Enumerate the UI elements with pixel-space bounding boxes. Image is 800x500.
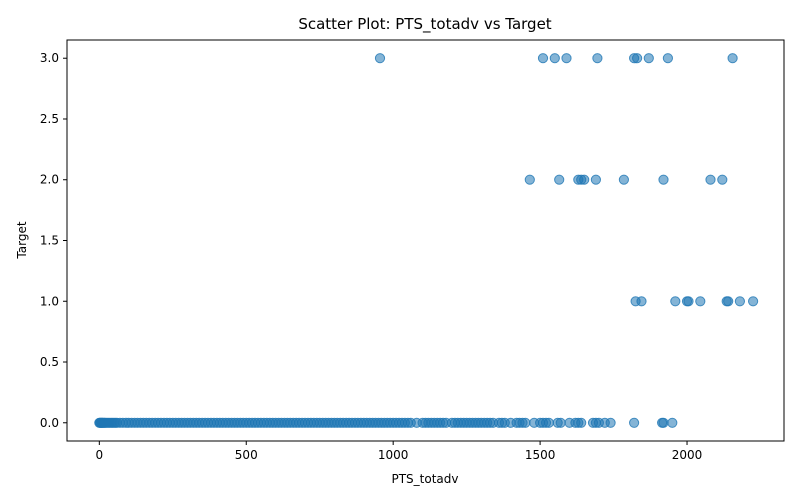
scatter-point <box>618 174 630 185</box>
scatter-point <box>524 174 535 185</box>
x-tick-label: 1000 <box>378 448 409 462</box>
scatter-point <box>605 417 616 428</box>
chart-title: Scatter Plot: PTS_totadv vs Target <box>298 15 551 34</box>
y-tick-label: 0.0 <box>40 416 59 430</box>
scatter-point <box>670 296 681 307</box>
scatter-point <box>695 296 706 307</box>
x-axis-ticks: 0 500 1000 1500 2000 <box>96 441 703 462</box>
x-tick-label: 500 <box>235 448 258 462</box>
scatter-point <box>727 53 738 64</box>
scatter-point <box>632 53 643 64</box>
scatter-point <box>629 417 640 428</box>
scatter-point <box>636 296 647 307</box>
scatter-point <box>658 174 669 185</box>
x-tick-label: 0 <box>96 448 104 462</box>
scatter-point <box>723 296 734 307</box>
x-tick-label: 1500 <box>525 448 556 462</box>
y-tick-label: 2.0 <box>40 173 59 187</box>
scatter-point <box>555 417 566 428</box>
scatter-point <box>549 53 560 64</box>
scatter-point <box>520 417 531 428</box>
scatter-point <box>643 53 654 64</box>
y-axis-label: Target <box>15 221 29 259</box>
scatter-point <box>374 53 386 64</box>
scatter-point <box>579 174 590 185</box>
y-tick-label: 1.0 <box>40 294 59 308</box>
plot-frame <box>66 39 785 442</box>
scatter-point <box>662 53 674 64</box>
y-tick-label: 1.5 <box>40 234 59 248</box>
scatter-point <box>554 174 565 185</box>
scatter-point <box>705 174 716 185</box>
x-tick-label: 2000 <box>672 448 703 462</box>
y-axis-ticks: 0.0 0.5 1.0 1.5 2.0 2.5 3.0 <box>40 51 67 430</box>
scatter-point <box>683 296 694 307</box>
scatter-point <box>592 53 603 64</box>
scatter-point <box>667 417 678 428</box>
y-tick-label: 3.0 <box>40 51 59 65</box>
scatter-point <box>658 417 669 428</box>
y-tick-label: 2.5 <box>40 112 59 126</box>
data-points <box>94 53 759 428</box>
scatter-point <box>561 53 572 64</box>
scatter-point <box>734 296 746 307</box>
scatter-point <box>537 53 549 64</box>
scatter-point <box>717 174 728 185</box>
scatter-point <box>543 417 555 428</box>
scatter-point <box>748 296 759 307</box>
x-axis-label: PTS_totadv <box>391 472 458 486</box>
scatter-point <box>576 417 587 428</box>
y-tick-label: 0.5 <box>40 355 59 369</box>
scatter-point <box>590 174 602 185</box>
